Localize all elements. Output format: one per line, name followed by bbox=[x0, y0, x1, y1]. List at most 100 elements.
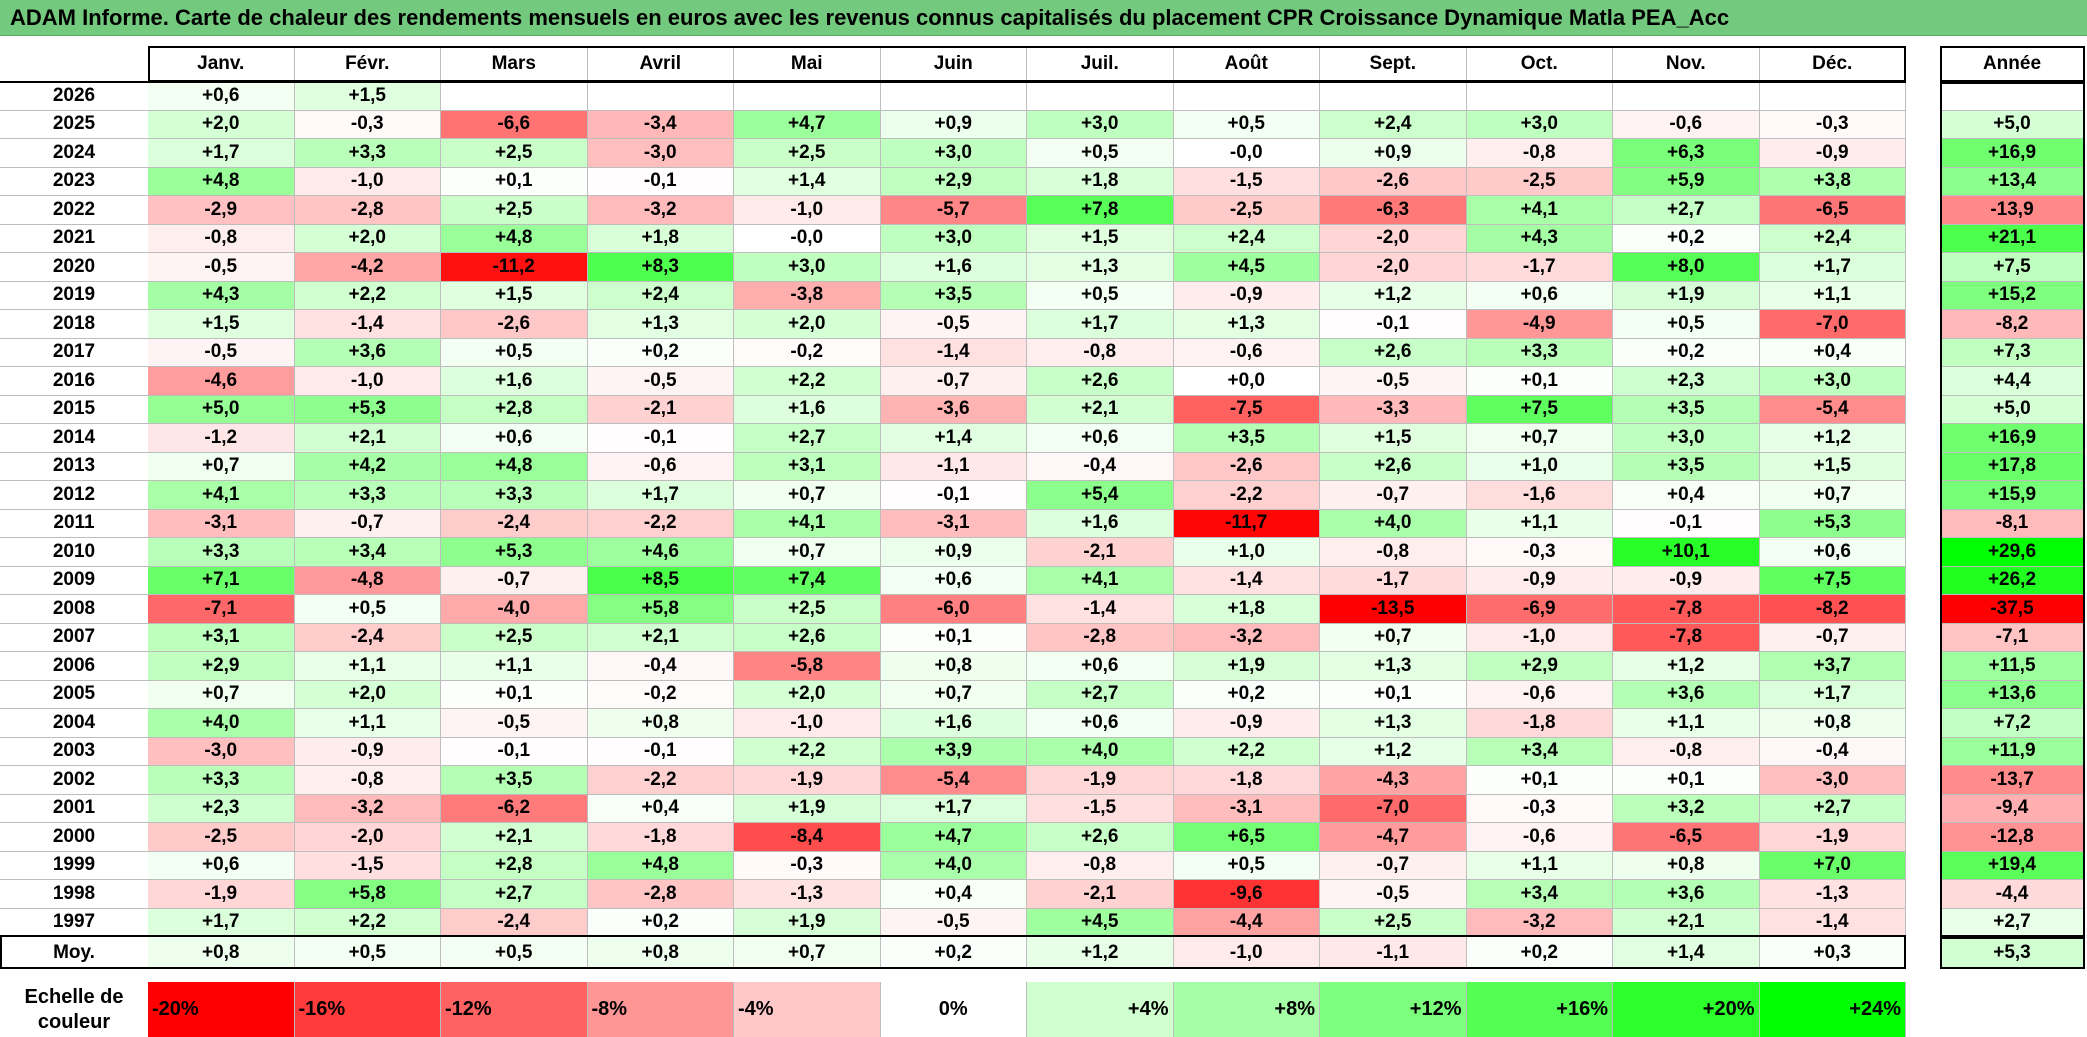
annual-cell: +7,3 bbox=[1940, 338, 2085, 367]
heatmap-cell: +0,5 bbox=[441, 338, 588, 367]
year-label: 2026 bbox=[0, 82, 148, 111]
heatmap-cell: -0,6 bbox=[1466, 680, 1613, 709]
heatmap-cell: +7,0 bbox=[1759, 851, 1906, 880]
year-label: 2024 bbox=[0, 139, 148, 168]
heatmap-cell: +2,7 bbox=[1759, 794, 1906, 823]
heatmap-cell: +2,0 bbox=[294, 680, 441, 709]
year-label: 1999 bbox=[0, 851, 148, 880]
column-header: Avril bbox=[587, 46, 734, 82]
column-header: Oct. bbox=[1466, 46, 1613, 82]
heatmap-cell: +1,2 bbox=[1759, 424, 1906, 453]
heatmap-cell: +4,7 bbox=[734, 110, 881, 139]
heatmap-cell: -2,6 bbox=[1320, 167, 1467, 196]
column-header: Févr. bbox=[294, 46, 441, 82]
heatmap-cell: +2,3 bbox=[1613, 367, 1760, 396]
heatmap-cell: +0,7 bbox=[1759, 481, 1906, 510]
color-scale-swatch: +24% bbox=[1759, 982, 1906, 1037]
heatmap-cell: +2,7 bbox=[441, 880, 588, 909]
heatmap-cell: -2,4 bbox=[294, 623, 441, 652]
year-label: 2014 bbox=[0, 424, 148, 453]
heatmap-cell: -2,4 bbox=[441, 908, 588, 937]
heatmap-cell: -0,1 bbox=[441, 737, 588, 766]
heatmap-cell: +4,8 bbox=[441, 224, 588, 253]
heatmap-cell: +8,0 bbox=[1613, 253, 1760, 282]
heatmap-cell: +3,7 bbox=[1759, 652, 1906, 681]
heatmap-cell: +3,6 bbox=[1613, 680, 1760, 709]
annual-cell: +15,2 bbox=[1940, 281, 2085, 310]
heatmap-cell: -2,1 bbox=[1027, 880, 1174, 909]
heatmap-cell: +1,3 bbox=[1320, 709, 1467, 738]
heatmap-cell: -0,6 bbox=[1613, 110, 1760, 139]
year-label: 2000 bbox=[0, 823, 148, 852]
heatmap-cell: +3,0 bbox=[1027, 110, 1174, 139]
heatmap-cell: +7,4 bbox=[734, 566, 881, 595]
heatmap-cell: +0,6 bbox=[1027, 709, 1174, 738]
heatmap-cell: -0,5 bbox=[441, 709, 588, 738]
heatmap-cell: +3,5 bbox=[1173, 424, 1320, 453]
heatmap-cell: -6,5 bbox=[1613, 823, 1760, 852]
heatmap-cell: +2,9 bbox=[148, 652, 295, 681]
heatmap-cell: +4,0 bbox=[1027, 737, 1174, 766]
heatmap-cell: -5,8 bbox=[734, 652, 881, 681]
year-label: 1997 bbox=[0, 908, 148, 937]
heatmap-cell: +1,8 bbox=[587, 224, 734, 253]
heatmap-cell: -0,5 bbox=[880, 908, 1027, 937]
heatmap-cell: +2,5 bbox=[441, 196, 588, 225]
heatmap-cell: +1,9 bbox=[1613, 281, 1760, 310]
heatmap-cell: +0,2 bbox=[1613, 338, 1760, 367]
heatmap-cell: -1,3 bbox=[1759, 880, 1906, 909]
heatmap-cell: -6,2 bbox=[441, 794, 588, 823]
heatmap-cell: +1,3 bbox=[587, 310, 734, 339]
column-header: Juin bbox=[880, 46, 1027, 82]
heatmap-cell: -11,2 bbox=[441, 253, 588, 282]
header-separator bbox=[0, 81, 1906, 83]
heatmap-cell: -1,9 bbox=[1759, 823, 1906, 852]
heatmap-cell: +2,6 bbox=[734, 623, 881, 652]
heatmap-cell: +4,5 bbox=[1173, 253, 1320, 282]
heatmap-cell: -8,4 bbox=[734, 823, 881, 852]
heatmap-cell: +5,3 bbox=[441, 538, 588, 567]
heatmap-cell: +0,4 bbox=[1613, 481, 1760, 510]
heatmap-cell: -5,7 bbox=[880, 196, 1027, 225]
average-cell: -1,1 bbox=[1320, 937, 1467, 969]
heatmap-cell: -0,3 bbox=[1466, 538, 1613, 567]
year-label: 2001 bbox=[0, 794, 148, 823]
heatmap-cell: -0,3 bbox=[1466, 794, 1613, 823]
heatmap-cell: +0,1 bbox=[1466, 766, 1613, 795]
color-scale-swatch: +8% bbox=[1173, 982, 1320, 1037]
year-label: 2025 bbox=[0, 110, 148, 139]
heatmap-cell: +2,8 bbox=[441, 395, 588, 424]
annual-cell: -8,2 bbox=[1940, 310, 2085, 339]
heatmap-cell: +7,5 bbox=[1466, 395, 1613, 424]
heatmap-cell: -0,4 bbox=[1759, 737, 1906, 766]
heatmap-cell: +1,5 bbox=[294, 82, 441, 111]
heatmap-cell bbox=[1466, 82, 1613, 111]
heatmap-cell: -0,9 bbox=[1173, 709, 1320, 738]
heatmap-cell: -3,0 bbox=[148, 737, 295, 766]
heatmap-cell: -1,9 bbox=[1027, 766, 1174, 795]
heatmap-cell: +0,2 bbox=[1173, 680, 1320, 709]
color-scale-swatch: +20% bbox=[1613, 982, 1760, 1037]
heatmap-cell: -0,7 bbox=[1320, 851, 1467, 880]
heatmap-cell: +1,4 bbox=[880, 424, 1027, 453]
heatmap-cell: -2,1 bbox=[587, 395, 734, 424]
heatmap-cell: -0,6 bbox=[1466, 823, 1613, 852]
heatmap-cell: +2,1 bbox=[1027, 395, 1174, 424]
heatmap-cell: +5,8 bbox=[587, 595, 734, 624]
heatmap-cell: -1,4 bbox=[880, 338, 1027, 367]
heatmap-cell: -0,8 bbox=[1027, 851, 1174, 880]
heatmap-cell: +4,6 bbox=[587, 538, 734, 567]
color-scale-label: Echelle de couleur bbox=[24, 985, 124, 1033]
year-label: 2013 bbox=[0, 452, 148, 481]
year-label: 2004 bbox=[0, 709, 148, 738]
heatmap-cell: -0,1 bbox=[880, 481, 1027, 510]
heatmap-cell: +1,5 bbox=[1320, 424, 1467, 453]
heatmap-cell: -0,7 bbox=[1320, 481, 1467, 510]
color-scale-swatch: +16% bbox=[1466, 982, 1613, 1037]
heatmap-cell: +1,6 bbox=[734, 395, 881, 424]
annual-cell: +19,4 bbox=[1940, 851, 2085, 880]
heatmap-cell: +3,3 bbox=[294, 481, 441, 510]
year-label: 1998 bbox=[0, 880, 148, 909]
color-scale-swatch: -4% bbox=[734, 982, 881, 1037]
